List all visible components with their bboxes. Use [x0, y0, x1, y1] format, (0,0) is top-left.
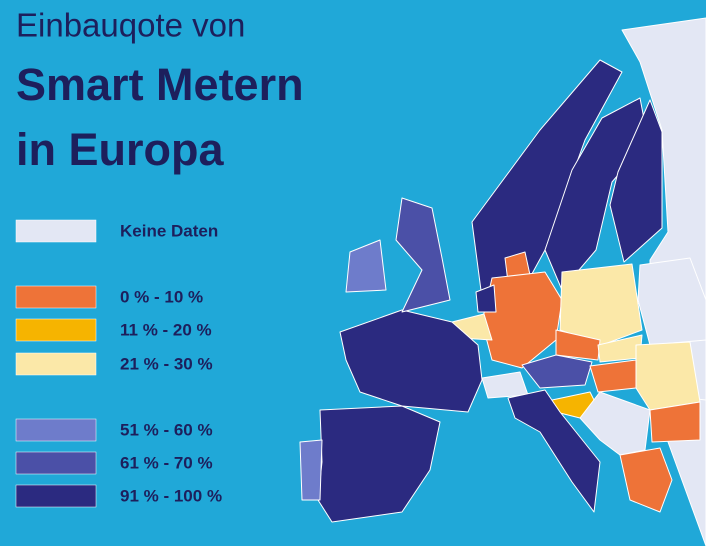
czechia-region [555, 329, 601, 361]
legend-label: 11 % - 20 % [120, 320, 212, 339]
portugal-region [299, 439, 323, 501]
greece-region [619, 447, 673, 513]
belarus-region [637, 257, 706, 346]
netherlands-region [475, 284, 497, 313]
legend-swatch [15, 285, 97, 309]
legend-label: 0 % - 10 % [120, 287, 203, 306]
legend-swatch [15, 418, 97, 442]
bulgaria-region [649, 401, 701, 443]
legend-label: 21 % - 30 % [120, 354, 213, 373]
uk-region [395, 197, 451, 313]
legend-swatch [15, 352, 97, 376]
legend-swatch [15, 318, 97, 342]
finland-region [609, 99, 663, 263]
balkans-region [579, 391, 651, 456]
austria-region [521, 354, 593, 389]
italy-region [507, 389, 601, 513]
france-region [339, 309, 483, 413]
legend-swatch [15, 484, 97, 508]
legend-label: 51 % - 60 % [120, 420, 213, 439]
hungary-region [589, 359, 637, 393]
title-line-3: in Europa [16, 124, 224, 175]
legend: Keine Daten 0 % - 10 % 11 % - 20 % 21 % - 3… [15, 219, 222, 508]
legend-swatch [15, 219, 97, 243]
poland-region [559, 263, 643, 346]
ireland-region [345, 239, 387, 293]
europe-map [299, 17, 706, 546]
legend-label: Keine Daten [120, 221, 218, 240]
title-line-2: Smart Metern [16, 59, 304, 110]
title-line-1: Einbauqote von [16, 7, 245, 44]
legend-swatch [15, 451, 97, 475]
legend-label: 61 % - 70 % [120, 453, 213, 472]
romania-region [635, 341, 701, 411]
legend-label: 91 % - 100 % [120, 486, 222, 505]
